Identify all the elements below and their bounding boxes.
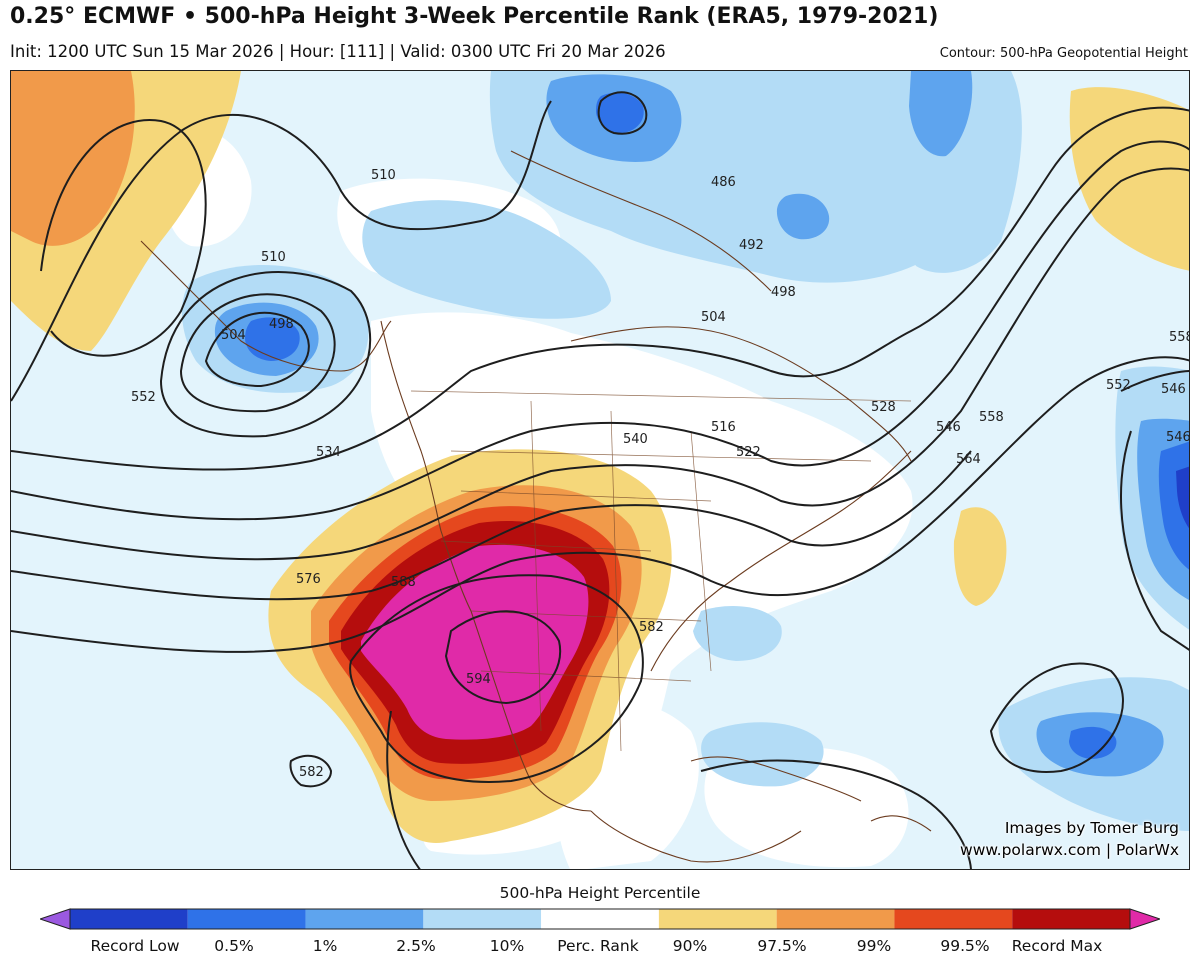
contour-label: 492 <box>739 238 764 253</box>
contour-label: 504 <box>221 328 246 343</box>
contour-label: 582 <box>299 765 324 780</box>
colorbar-label: 99.5% <box>940 937 990 955</box>
colorbar-label: 2.5% <box>396 937 436 955</box>
contour-label: 546 <box>936 420 961 435</box>
colorbar-segment-record-low <box>40 908 71 930</box>
contour-label: 582 <box>639 620 664 635</box>
contour-label: 486 <box>711 175 736 190</box>
colorbar-segment <box>776 909 895 929</box>
colorbar-segment <box>305 909 424 929</box>
colorbar-segment <box>894 909 1013 929</box>
colorbar-label: Perc. Rank <box>557 937 639 955</box>
height-contours <box>11 91 1189 869</box>
colorbar-segment <box>658 909 777 929</box>
colorbar-label: 10% <box>489 937 525 955</box>
contour-label: 558 <box>1169 330 1190 345</box>
colorbar-label: Record Low <box>90 937 180 955</box>
colorbar <box>40 908 1160 930</box>
colorbar-title: 500-hPa Height Percentile <box>499 884 701 902</box>
map-title: 0.25° ECMWF • 500-hPa Height 3-Week Perc… <box>10 4 939 29</box>
contour-label: 540 <box>623 432 648 447</box>
website-credit: www.polarwx.com | PolarWx <box>960 841 1179 859</box>
contour-label: 552 <box>1106 378 1131 393</box>
colorbar-label: 0.5% <box>214 937 254 955</box>
colorbar-segment <box>70 909 188 929</box>
colorbar-label: 90% <box>672 937 708 955</box>
colorbar-segment <box>1012 909 1130 929</box>
contour-label: 498 <box>269 317 294 332</box>
contour-description: Contour: 500-hPa Geopotential Height <box>939 46 1188 61</box>
colorbar-segment <box>541 909 659 929</box>
colorbar-segment <box>423 909 542 929</box>
coastlines <box>140 150 932 863</box>
image-credit: Images by Tomer Burg <box>1004 819 1179 837</box>
contour-label: 588 <box>391 575 416 590</box>
political-borders <box>410 390 912 752</box>
contour-label: 528 <box>871 400 896 415</box>
contour-label: 546 <box>1161 382 1186 397</box>
contour-label-group: 510 510 486 498 504 552 534 540 516 522 … <box>131 168 1190 780</box>
contour-label: 498 <box>771 285 796 300</box>
colorbar-border <box>69 908 1131 930</box>
colorbar-label: 1% <box>312 937 338 955</box>
colorbar-label: 99% <box>856 937 892 955</box>
colorbar-label: Record Max <box>1011 937 1103 955</box>
contour-label: 522 <box>736 445 761 460</box>
map-subtitle: Init: 1200 UTC Sun 15 Mar 2026 | Hour: [… <box>10 42 666 61</box>
contour-label: 552 <box>131 390 156 405</box>
contour-label: 558 <box>979 410 1004 425</box>
colorbar-label: 97.5% <box>757 937 807 955</box>
contour-label: 510 <box>371 168 396 183</box>
contour-label: 504 <box>701 310 726 325</box>
contour-label: 516 <box>711 420 736 435</box>
contour-label: 594 <box>466 672 491 687</box>
above-normal-areas <box>11 71 1189 843</box>
contour-label: 534 <box>316 445 341 460</box>
colorbar-segment <box>187 909 306 929</box>
contour-label: 576 <box>296 572 321 587</box>
colorbar-segment-record-max <box>1129 908 1160 930</box>
contour-label: 546 <box>1166 430 1190 445</box>
contour-label: 564 <box>956 452 981 467</box>
weather-map: 510 510 486 498 504 552 534 540 516 522 … <box>11 71 1190 869</box>
contour-label: 510 <box>261 250 286 265</box>
map-panel: 510 510 486 498 504 552 534 540 516 522 … <box>10 70 1190 870</box>
